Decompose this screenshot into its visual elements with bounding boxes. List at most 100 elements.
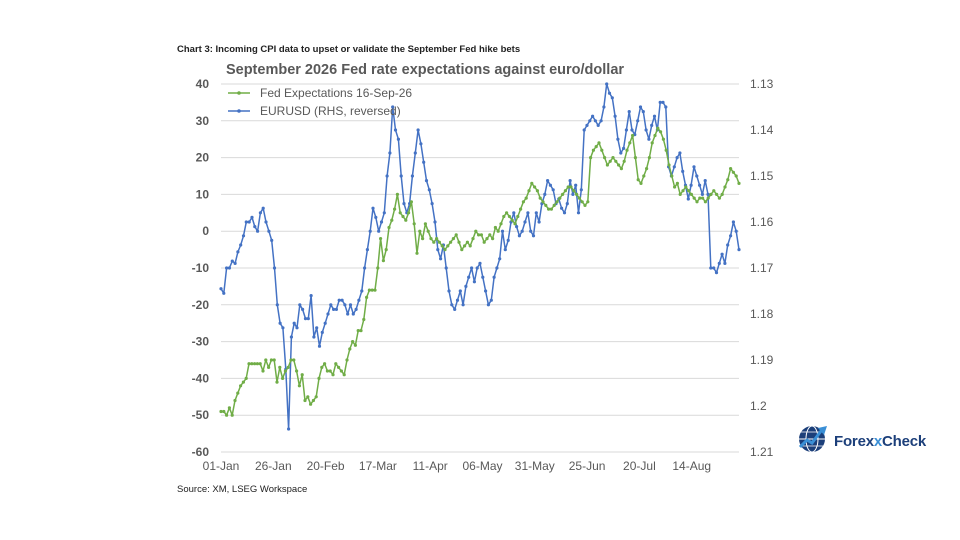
fed-expectations-point	[244, 376, 248, 380]
fed-expectations-point	[519, 207, 523, 211]
y-left-tick-label: 0	[202, 224, 209, 238]
fed-expectations-point	[348, 347, 352, 351]
fed-expectations-point	[544, 203, 548, 207]
fed-expectations-point	[351, 340, 355, 344]
eurusd-point	[593, 119, 598, 123]
brand-logo: ForexxCheck	[797, 423, 926, 459]
eurusd-point	[579, 188, 583, 192]
fed-expectations-point	[600, 148, 604, 152]
fed-expectations-point	[222, 409, 226, 414]
eurusd-point	[467, 275, 471, 279]
eurusd-point	[489, 298, 493, 302]
fed-expectations-point	[681, 189, 685, 193]
y-left-tick-label: 10	[196, 187, 210, 201]
fed-expectations-point	[628, 141, 632, 145]
fed-expectations-point	[625, 148, 629, 152]
eurusd-point	[475, 266, 479, 270]
eurusd-point	[239, 243, 243, 247]
fed-expectations-point	[586, 200, 590, 204]
fed-expectations-point	[415, 251, 419, 255]
eurusd-point	[458, 289, 462, 293]
fed-expectations-point	[339, 369, 343, 373]
fed-expectations-point	[678, 192, 682, 196]
eurusd-point	[371, 206, 375, 210]
eurusd-point	[309, 294, 313, 298]
fed-expectations-point	[689, 192, 694, 196]
fed-expectations-point	[715, 192, 719, 196]
y-left-tick-label: -60	[192, 445, 210, 459]
fed-expectations-point	[555, 200, 559, 204]
eurusd-point	[602, 105, 606, 109]
eurusd-point	[486, 303, 490, 307]
fed-expectations-point	[701, 196, 705, 200]
fed-expectations-point	[250, 362, 254, 366]
eurusd-point	[560, 206, 564, 210]
x-tick-label: 06-May	[462, 459, 502, 473]
eurusd-point	[315, 326, 319, 330]
fed-expectations-point	[549, 207, 554, 211]
fed-expectations-point	[297, 384, 301, 388]
eurusd-point	[616, 137, 620, 141]
fed-expectations-point	[446, 244, 450, 248]
fed-expectations-point	[323, 362, 327, 366]
eurusd-point	[500, 229, 505, 233]
fed-expectations-point	[572, 189, 576, 193]
fed-expectations-point	[275, 380, 279, 384]
eurusd-point	[726, 243, 730, 247]
eurusd-point	[599, 119, 603, 123]
eurusd-point	[416, 128, 420, 132]
fed-expectations-point	[533, 185, 537, 189]
eurusd-point	[591, 114, 595, 118]
eurusd-point	[686, 197, 690, 201]
fed-expectations-point	[569, 185, 573, 189]
fed-expectations-point	[269, 358, 273, 362]
fed-expectations-point	[320, 365, 324, 369]
y-right-tick-label: 1.21	[750, 445, 774, 459]
eurusd-point	[436, 248, 440, 252]
fed-expectations-point	[230, 413, 234, 417]
eurusd-point	[717, 261, 721, 265]
fed-expectations-point	[398, 211, 402, 215]
eurusd-point	[703, 179, 707, 183]
x-tick-label: 17-Mar	[359, 459, 397, 473]
y-left-tick-label: -10	[192, 261, 210, 275]
eurusd-point	[689, 183, 693, 187]
fed-expectations-point	[614, 159, 618, 163]
fed-expectations-point	[387, 225, 391, 230]
fed-expectations-point	[426, 229, 430, 233]
legend: Fed Expectations 16-Sep-26 EURUSD (RHS, …	[228, 86, 412, 118]
eurusd-point	[723, 261, 727, 265]
y-right-tick-label: 1.16	[750, 215, 774, 229]
eurusd-point	[278, 321, 282, 325]
x-tick-label: 20-Feb	[307, 459, 345, 473]
eurusd-point	[272, 266, 277, 270]
eurusd-point	[410, 174, 414, 178]
fed-expectations-point	[283, 369, 287, 373]
fed-expectations-point	[650, 141, 654, 145]
fed-expectations-point	[247, 362, 251, 366]
eurusd-point	[675, 156, 679, 160]
eurusd-point	[695, 174, 699, 178]
fed-expectations-point	[505, 211, 509, 215]
fed-expectations-point	[723, 185, 727, 189]
fed-expectations-point	[300, 373, 304, 377]
eurusd-point	[622, 146, 626, 150]
fed-expectations-point	[325, 369, 329, 373]
brand-name: ForexxCheck	[834, 432, 927, 450]
eurusd-point	[393, 128, 398, 132]
eurusd-point	[464, 284, 468, 288]
eurusd-point	[529, 229, 533, 233]
x-axis: 01-Jan 26-Jan 20-Feb 17-Mar 11-Apr 06-May 31-M…	[203, 459, 711, 473]
fed-expectations-point	[370, 288, 374, 292]
fed-expectations-point	[712, 189, 716, 193]
eurusd-point	[734, 229, 738, 233]
fed-expectations-point	[558, 196, 562, 200]
fed-expectations-point	[653, 133, 657, 138]
fed-expectations-point	[507, 214, 511, 219]
fed-expectations-point	[563, 189, 568, 193]
eurusd-point	[365, 248, 369, 252]
fed-expectations-point	[331, 373, 335, 377]
y-right-tick-label: 1.17	[750, 261, 774, 275]
eurusd-point	[492, 275, 496, 279]
y-left-tick-label: 20	[196, 151, 210, 165]
